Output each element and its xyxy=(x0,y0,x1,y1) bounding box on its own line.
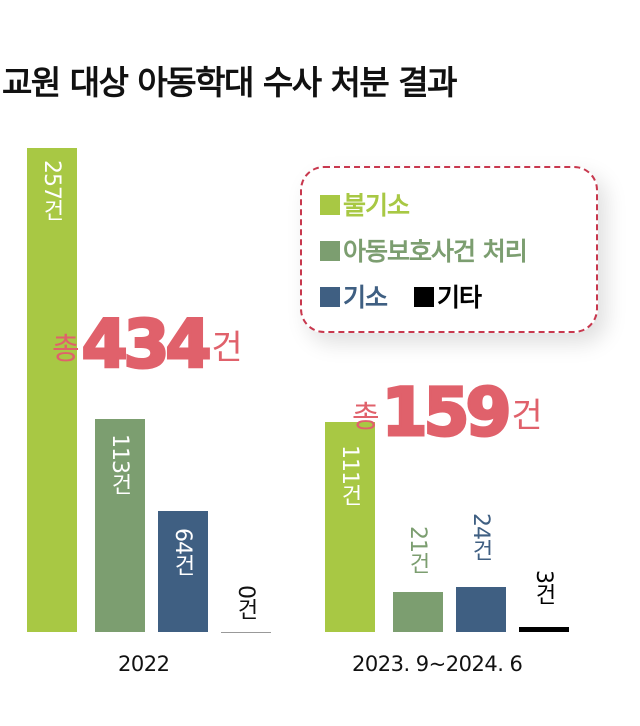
bar-label: 0건 xyxy=(233,585,258,619)
legend-swatch-icon xyxy=(414,287,434,307)
total-value: 434 xyxy=(80,305,213,385)
bar-label: 113건 xyxy=(107,434,132,494)
bar-other-2022 xyxy=(221,632,271,633)
total-2023-2024: 총159 건 xyxy=(352,373,543,453)
bar-non-indictment-2023 xyxy=(325,422,375,632)
legend-item-non-indictment: 불기소 xyxy=(320,186,410,222)
legend-swatch-icon xyxy=(320,195,340,215)
legend-label: 기소 xyxy=(343,283,388,312)
bar-label: 64건 xyxy=(170,528,195,575)
total-suffix: 건 xyxy=(211,328,243,368)
bar-indictment-2022 xyxy=(158,511,208,632)
total-prefix: 총 xyxy=(352,400,380,435)
chart-title: 교원 대상 아동학대 수사 처분 결과 xyxy=(2,63,457,102)
total-prefix: 총 xyxy=(52,332,80,367)
legend-item-child-protection: 아동보호사건 처리 xyxy=(320,232,528,268)
legend-swatch-icon xyxy=(320,287,340,307)
bar-non-indictment-2022 xyxy=(27,148,77,632)
x-axis-label-2022: 2022 xyxy=(118,652,170,676)
legend-box: 불기소 아동보호사건 처리 기소 기타 xyxy=(300,166,598,333)
bar-child-protection-2022 xyxy=(95,419,145,632)
x-axis-label-2023-2024: 2023. 9~2024. 6 xyxy=(352,652,523,676)
bar-label: 111건 xyxy=(337,445,362,505)
total-suffix: 건 xyxy=(511,396,543,436)
legend-label: 불기소 xyxy=(343,191,410,220)
bar-other-2023 xyxy=(519,627,569,632)
legend-label: 기타 xyxy=(437,283,482,312)
bar-label: 21건 xyxy=(405,526,430,573)
legend-item-other: 기타 xyxy=(414,278,482,314)
total-value: 159 xyxy=(380,373,513,453)
bar-child-protection-2023 xyxy=(393,592,443,632)
bar-label: 257건 xyxy=(39,160,64,220)
total-2022: 총434 건 xyxy=(52,305,243,385)
legend-swatch-icon xyxy=(320,241,340,261)
bar-indictment-2023 xyxy=(456,587,506,632)
legend-item-indictment: 기소 xyxy=(320,278,388,314)
bar-label: 3건 xyxy=(531,570,556,604)
legend-label: 아동보호사건 처리 xyxy=(343,237,528,266)
bar-label: 24건 xyxy=(468,513,493,560)
